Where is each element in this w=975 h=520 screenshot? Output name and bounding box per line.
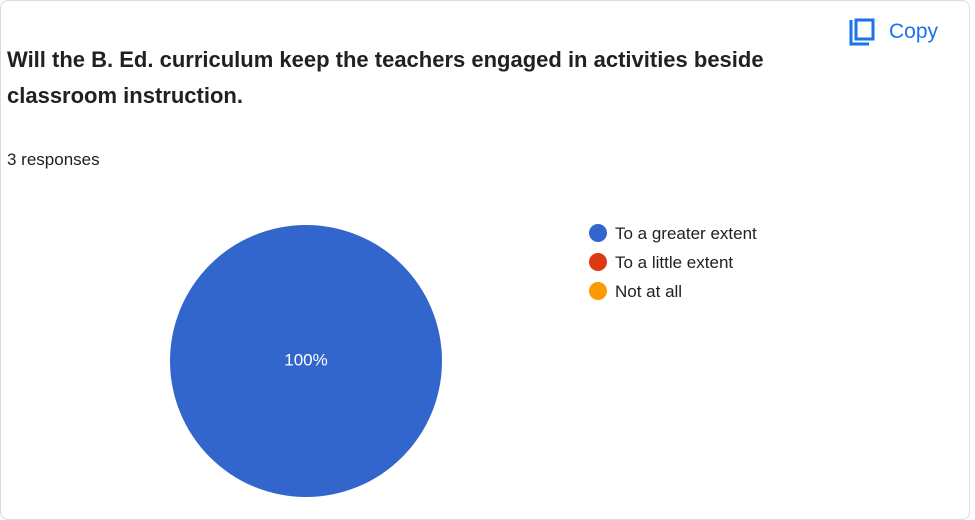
copy-button[interactable]: Copy: [847, 15, 938, 49]
legend-swatch: [589, 253, 607, 271]
copy-icon: [849, 18, 875, 46]
pie-slices: [170, 225, 442, 497]
legend-label: To a little extent: [615, 253, 733, 272]
legend-swatch: [589, 282, 607, 300]
legend-label: To a greater extent: [615, 224, 757, 243]
legend-item: To a little extent: [589, 253, 733, 272]
pie-slice: [170, 225, 442, 497]
pie-labels: 100%: [284, 350, 327, 369]
pie-legend: To a greater extent To a little extent Not…: [589, 224, 757, 301]
legend-item: To a greater extent: [589, 224, 757, 243]
legend-label: Not at all: [615, 282, 682, 301]
slice-data-label: 100%: [284, 350, 327, 369]
question-title: Will the B. Ed. curriculum keep the teac…: [7, 47, 764, 108]
legend-item: Not at all: [589, 282, 682, 301]
response-count: 3 responses: [7, 150, 100, 169]
copy-label: Copy: [889, 20, 939, 43]
legend-swatch: [589, 224, 607, 242]
